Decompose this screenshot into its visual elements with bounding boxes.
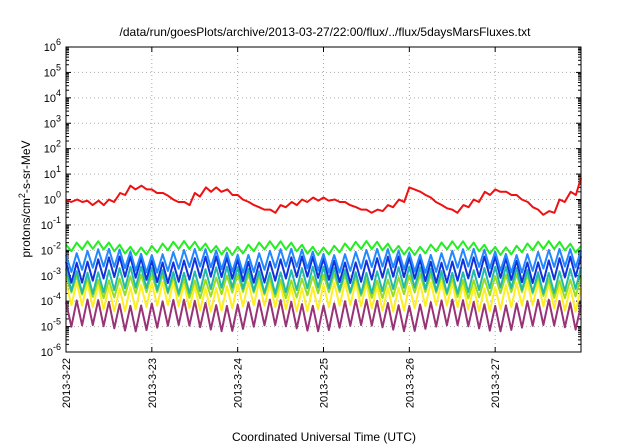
y-tick-label: 10-4	[41, 291, 61, 308]
series-line	[65, 265, 582, 295]
y-tick-label: 10-2	[41, 240, 61, 257]
y-tick-label: 103	[44, 113, 61, 130]
series-line	[65, 273, 582, 300]
x-tick-label: 2013-3-22	[61, 358, 73, 408]
x-tick-label: 2013-3-27	[490, 358, 502, 408]
y-axis-label: protons/cm2-s-sr-MeV	[17, 140, 33, 257]
series-group	[65, 177, 582, 333]
y-tick-label: 10-3	[41, 266, 61, 283]
chart-title: /data/run/goesPlots/archive/2013-03-27/2…	[120, 25, 532, 39]
x-tick-label: 2013-3-23	[147, 358, 159, 408]
y-tick-label: 10-6	[41, 342, 61, 359]
series-line	[65, 255, 582, 284]
series-line	[65, 177, 582, 216]
y-tick-label: 100	[44, 190, 61, 207]
y-tick-label: 10-5	[41, 317, 61, 334]
y-tick-label: 102	[44, 139, 61, 156]
x-tick-label: 2013-3-26	[404, 358, 416, 408]
x-axis: 2013-3-22 2013-3-23 2013-3-24 2013-3-25 2013…	[61, 47, 502, 408]
x-axis-label: Coordinated Universal Time (UTC)	[232, 430, 416, 444]
series-line	[65, 298, 582, 333]
series-line	[65, 240, 582, 256]
grid	[66, 47, 581, 352]
y-tick-label: 106	[44, 37, 61, 54]
y-tick-label: 104	[44, 88, 61, 105]
y-tick-label: 105	[44, 62, 61, 79]
series-line	[65, 280, 582, 313]
y-tick-label: 10-1	[41, 215, 61, 232]
plot-frame	[65, 46, 582, 353]
x-tick-label: 2013-3-25	[319, 358, 331, 408]
series-line	[65, 247, 582, 274]
x-tick-label: 2013-3-24	[233, 358, 245, 408]
y-tick-label: 101	[44, 164, 61, 181]
